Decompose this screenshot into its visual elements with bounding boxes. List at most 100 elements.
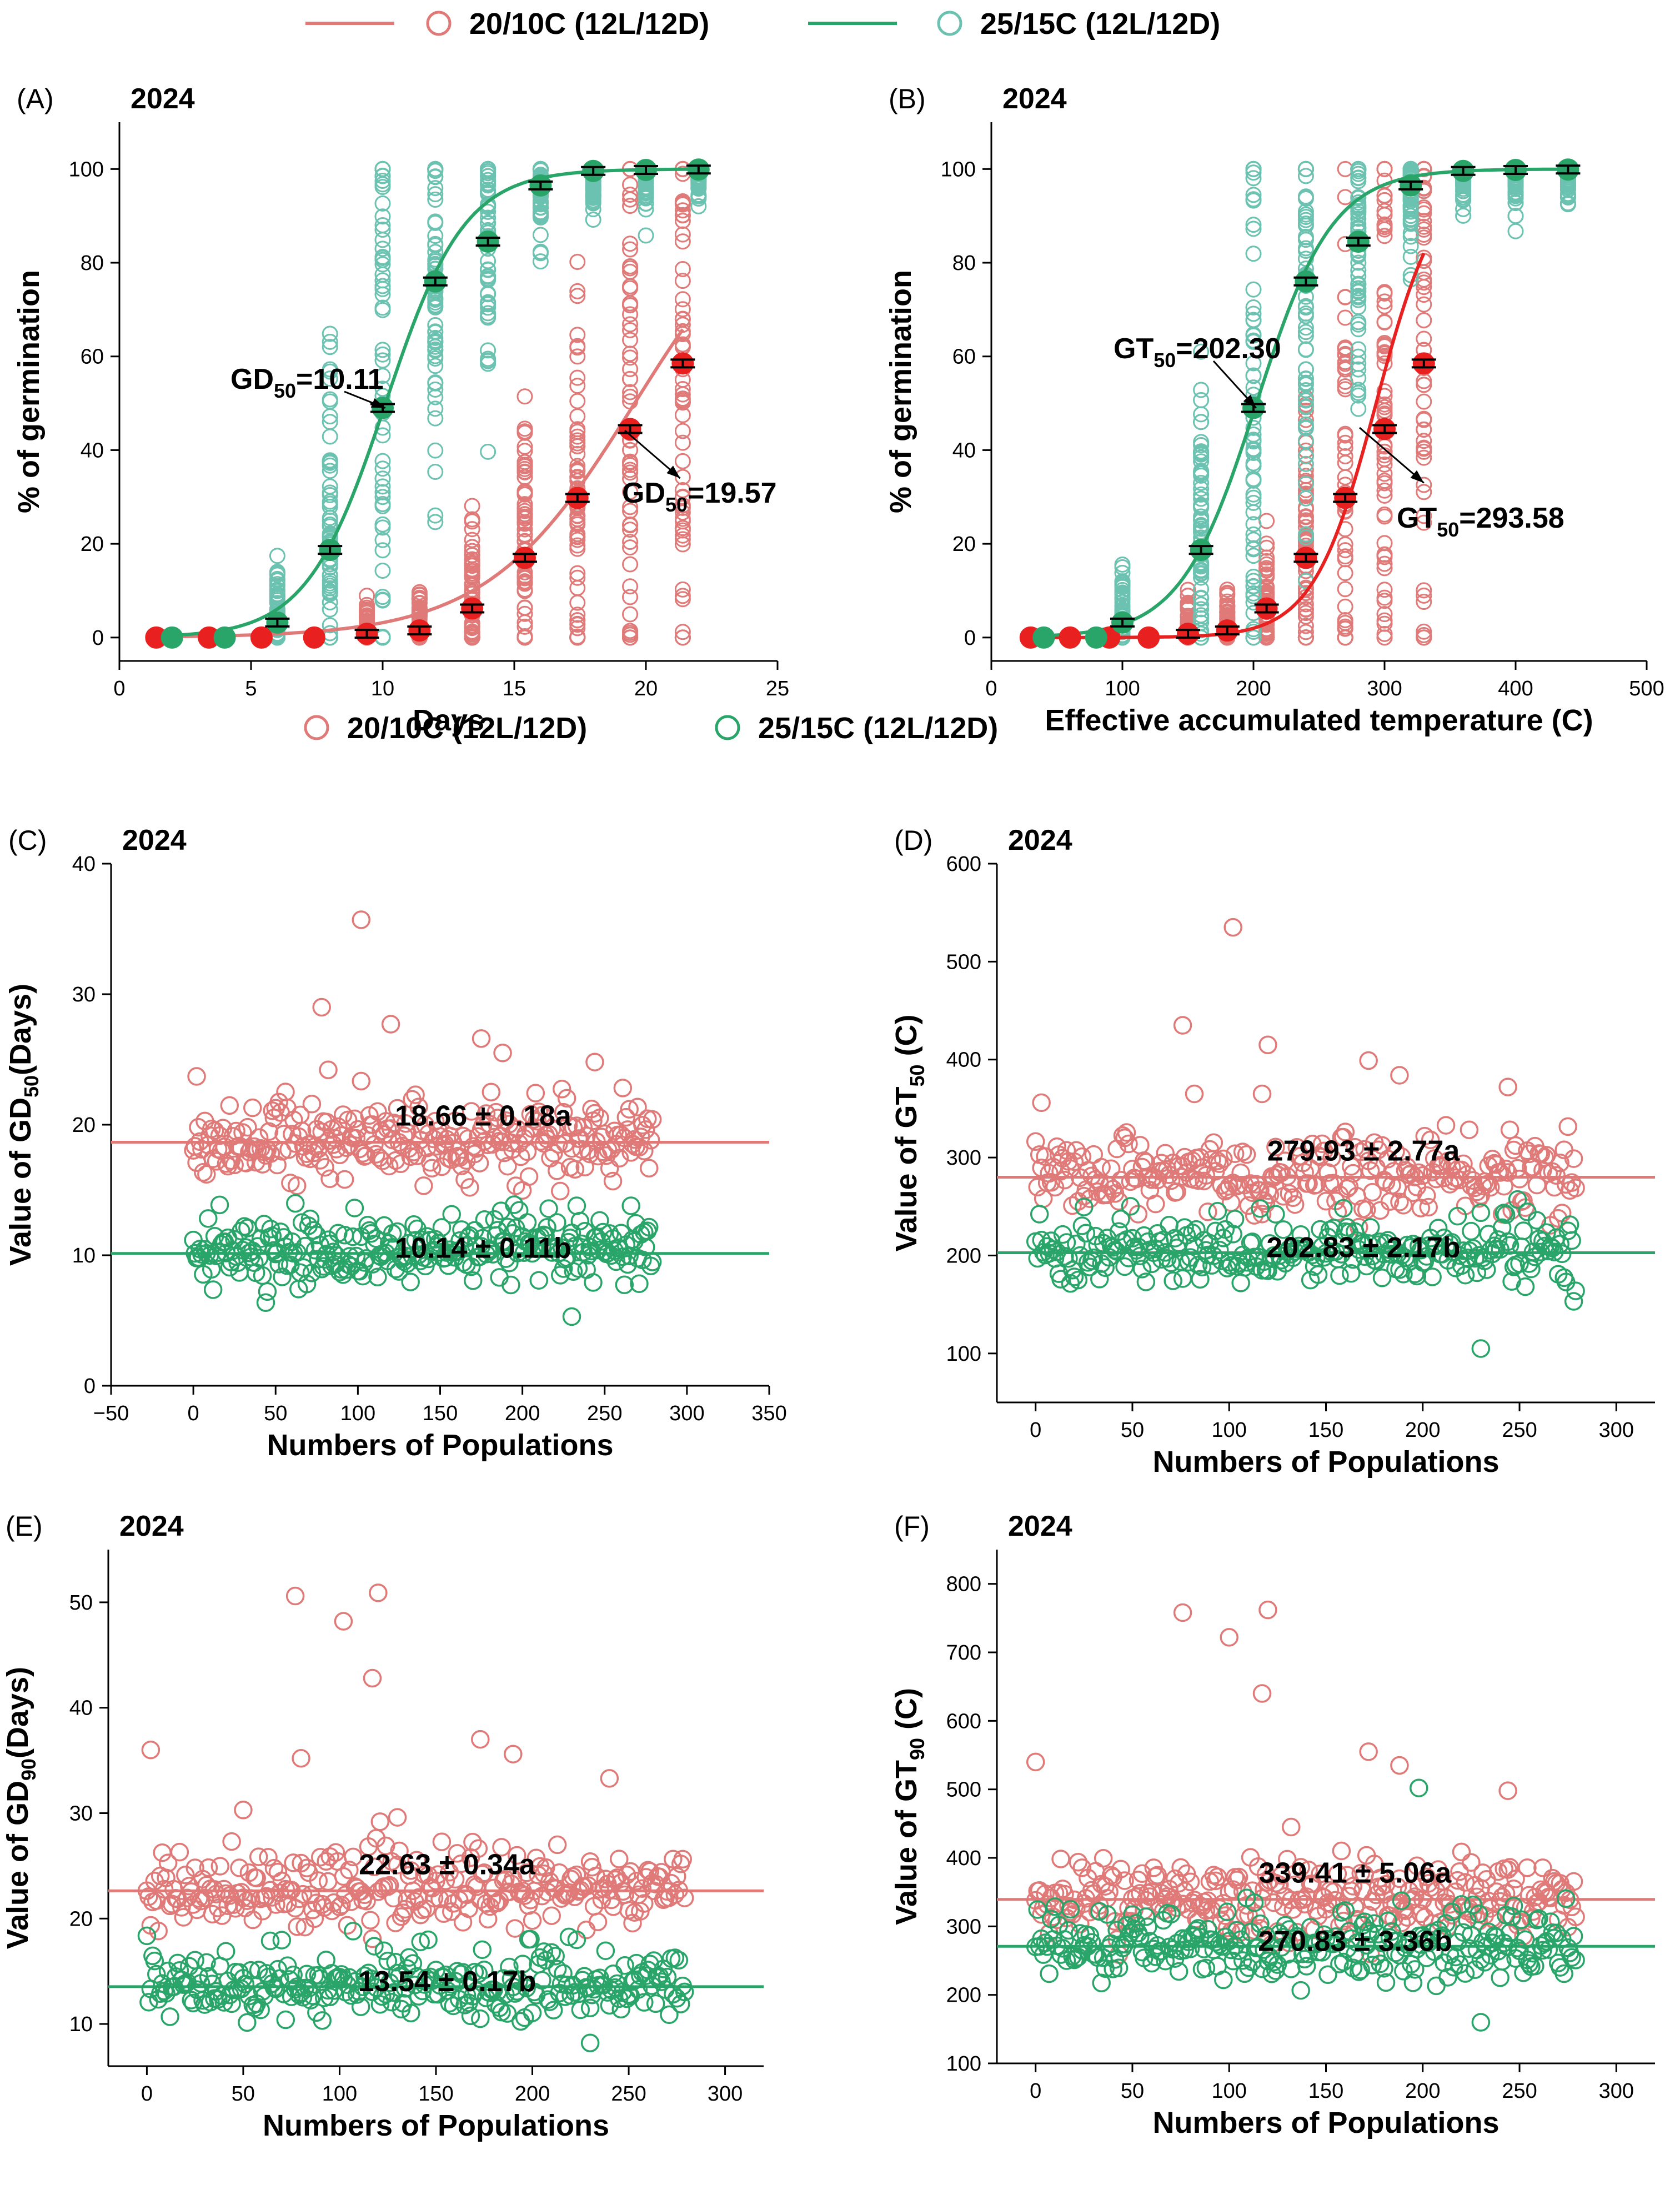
replicate-point xyxy=(622,442,639,458)
replicate-point xyxy=(674,588,691,604)
population-point xyxy=(378,1877,397,1896)
population-point xyxy=(633,1115,652,1135)
population-point xyxy=(453,1963,473,1982)
replicate-point xyxy=(322,325,338,342)
population-point xyxy=(1287,1927,1306,1946)
replicate-point xyxy=(532,253,549,270)
population-point xyxy=(344,1847,363,1867)
population-point xyxy=(1346,1137,1365,1157)
population-point xyxy=(395,1979,415,1998)
replicate-point xyxy=(569,445,586,462)
population-point xyxy=(243,1910,263,1930)
population-point xyxy=(1059,1921,1078,1940)
replicate-point xyxy=(374,252,391,268)
population-point xyxy=(1289,1236,1308,1256)
replicate-point xyxy=(674,213,691,229)
replicate-point xyxy=(1193,565,1210,582)
population-point xyxy=(505,1919,525,1938)
replicate-point xyxy=(1376,582,1393,598)
replicate-point xyxy=(622,345,639,362)
x-tick-label: 250 xyxy=(611,2082,646,2106)
replicate-point xyxy=(427,507,444,524)
population-point xyxy=(673,1850,692,1869)
replicate-point xyxy=(1376,293,1393,310)
population-point xyxy=(1440,1895,1460,1914)
population-point xyxy=(1136,1907,1156,1926)
population-point xyxy=(1072,1858,1092,1877)
x-tick-label: 0 xyxy=(188,1402,199,1425)
replicate-point xyxy=(1219,585,1236,602)
replicate-point xyxy=(690,181,707,197)
population-point xyxy=(1057,1951,1076,1970)
y-tick-label: 600 xyxy=(946,1710,981,1733)
population-point xyxy=(492,1838,511,1857)
population-point xyxy=(542,1906,561,1925)
population-point xyxy=(1109,1958,1129,1977)
population-point xyxy=(1036,1884,1055,1903)
population-point xyxy=(391,1154,410,1174)
outlier-point xyxy=(600,1769,619,1788)
replicate-point xyxy=(638,184,654,201)
population-point xyxy=(482,1083,501,1101)
replicate-point xyxy=(622,503,639,519)
replicate-point xyxy=(1193,520,1210,537)
replicate-point xyxy=(1258,562,1275,579)
population-point xyxy=(1136,1272,1156,1291)
population-point xyxy=(668,1867,686,1886)
population-point xyxy=(251,1229,270,1248)
replicate-point xyxy=(1350,280,1367,297)
population-point xyxy=(1210,1154,1229,1173)
mean-label: 22.63 ± 0.34a xyxy=(359,1848,536,1881)
population-point xyxy=(1204,1133,1223,1152)
replicate-point xyxy=(569,283,586,299)
replicate-point xyxy=(674,489,691,506)
population-point xyxy=(1463,1905,1483,1925)
replicate-point xyxy=(1297,229,1314,245)
replicate-point xyxy=(374,516,391,533)
annotation-label: GD50=10.11 xyxy=(230,363,384,402)
y-tick-label: 20 xyxy=(69,1907,93,1931)
population-point xyxy=(643,1110,662,1129)
replicate-point xyxy=(1416,587,1432,604)
replicate-point xyxy=(674,381,691,398)
population-point xyxy=(158,1853,178,1872)
population-point xyxy=(611,1224,631,1242)
outlier-point xyxy=(352,910,371,929)
population-point xyxy=(463,1832,482,1852)
annotation-label: GD50=19.57 xyxy=(622,477,777,516)
replicate-point xyxy=(322,408,338,425)
replicate-point xyxy=(480,305,497,322)
population-point xyxy=(194,1163,213,1182)
population-point xyxy=(633,1879,652,1898)
population-point xyxy=(660,2005,679,2024)
population-point xyxy=(1115,1871,1134,1890)
population-point xyxy=(1101,1159,1121,1178)
legend-label-cool: 20/10C (12L/12D) xyxy=(469,7,709,41)
population-point xyxy=(538,1218,556,1237)
population-point xyxy=(1566,1951,1585,1970)
population-point xyxy=(1564,1927,1583,1946)
replicate-point xyxy=(1337,189,1353,206)
replicate-point xyxy=(1416,296,1432,313)
population-point xyxy=(353,1266,373,1286)
population-point xyxy=(1419,1197,1438,1217)
population-point xyxy=(309,1966,328,1985)
replicate-point xyxy=(569,393,586,409)
replicate-point xyxy=(1297,433,1314,449)
replicate-point xyxy=(1297,327,1314,344)
population-point xyxy=(1342,1264,1361,1283)
population-point xyxy=(363,1929,382,1948)
outlier-point xyxy=(562,1307,581,1326)
replicate-point xyxy=(1193,443,1210,460)
population-point xyxy=(1388,1877,1407,1896)
replicate-point xyxy=(1297,342,1314,358)
population-point xyxy=(1355,1247,1374,1266)
population-point xyxy=(1390,1869,1409,1888)
replicate-point xyxy=(1350,382,1367,398)
replicate-point xyxy=(480,285,497,302)
population-point xyxy=(1283,1188,1302,1207)
population-point xyxy=(1055,1247,1074,1266)
replicate-point xyxy=(1245,540,1262,557)
population-point xyxy=(1488,1230,1508,1249)
